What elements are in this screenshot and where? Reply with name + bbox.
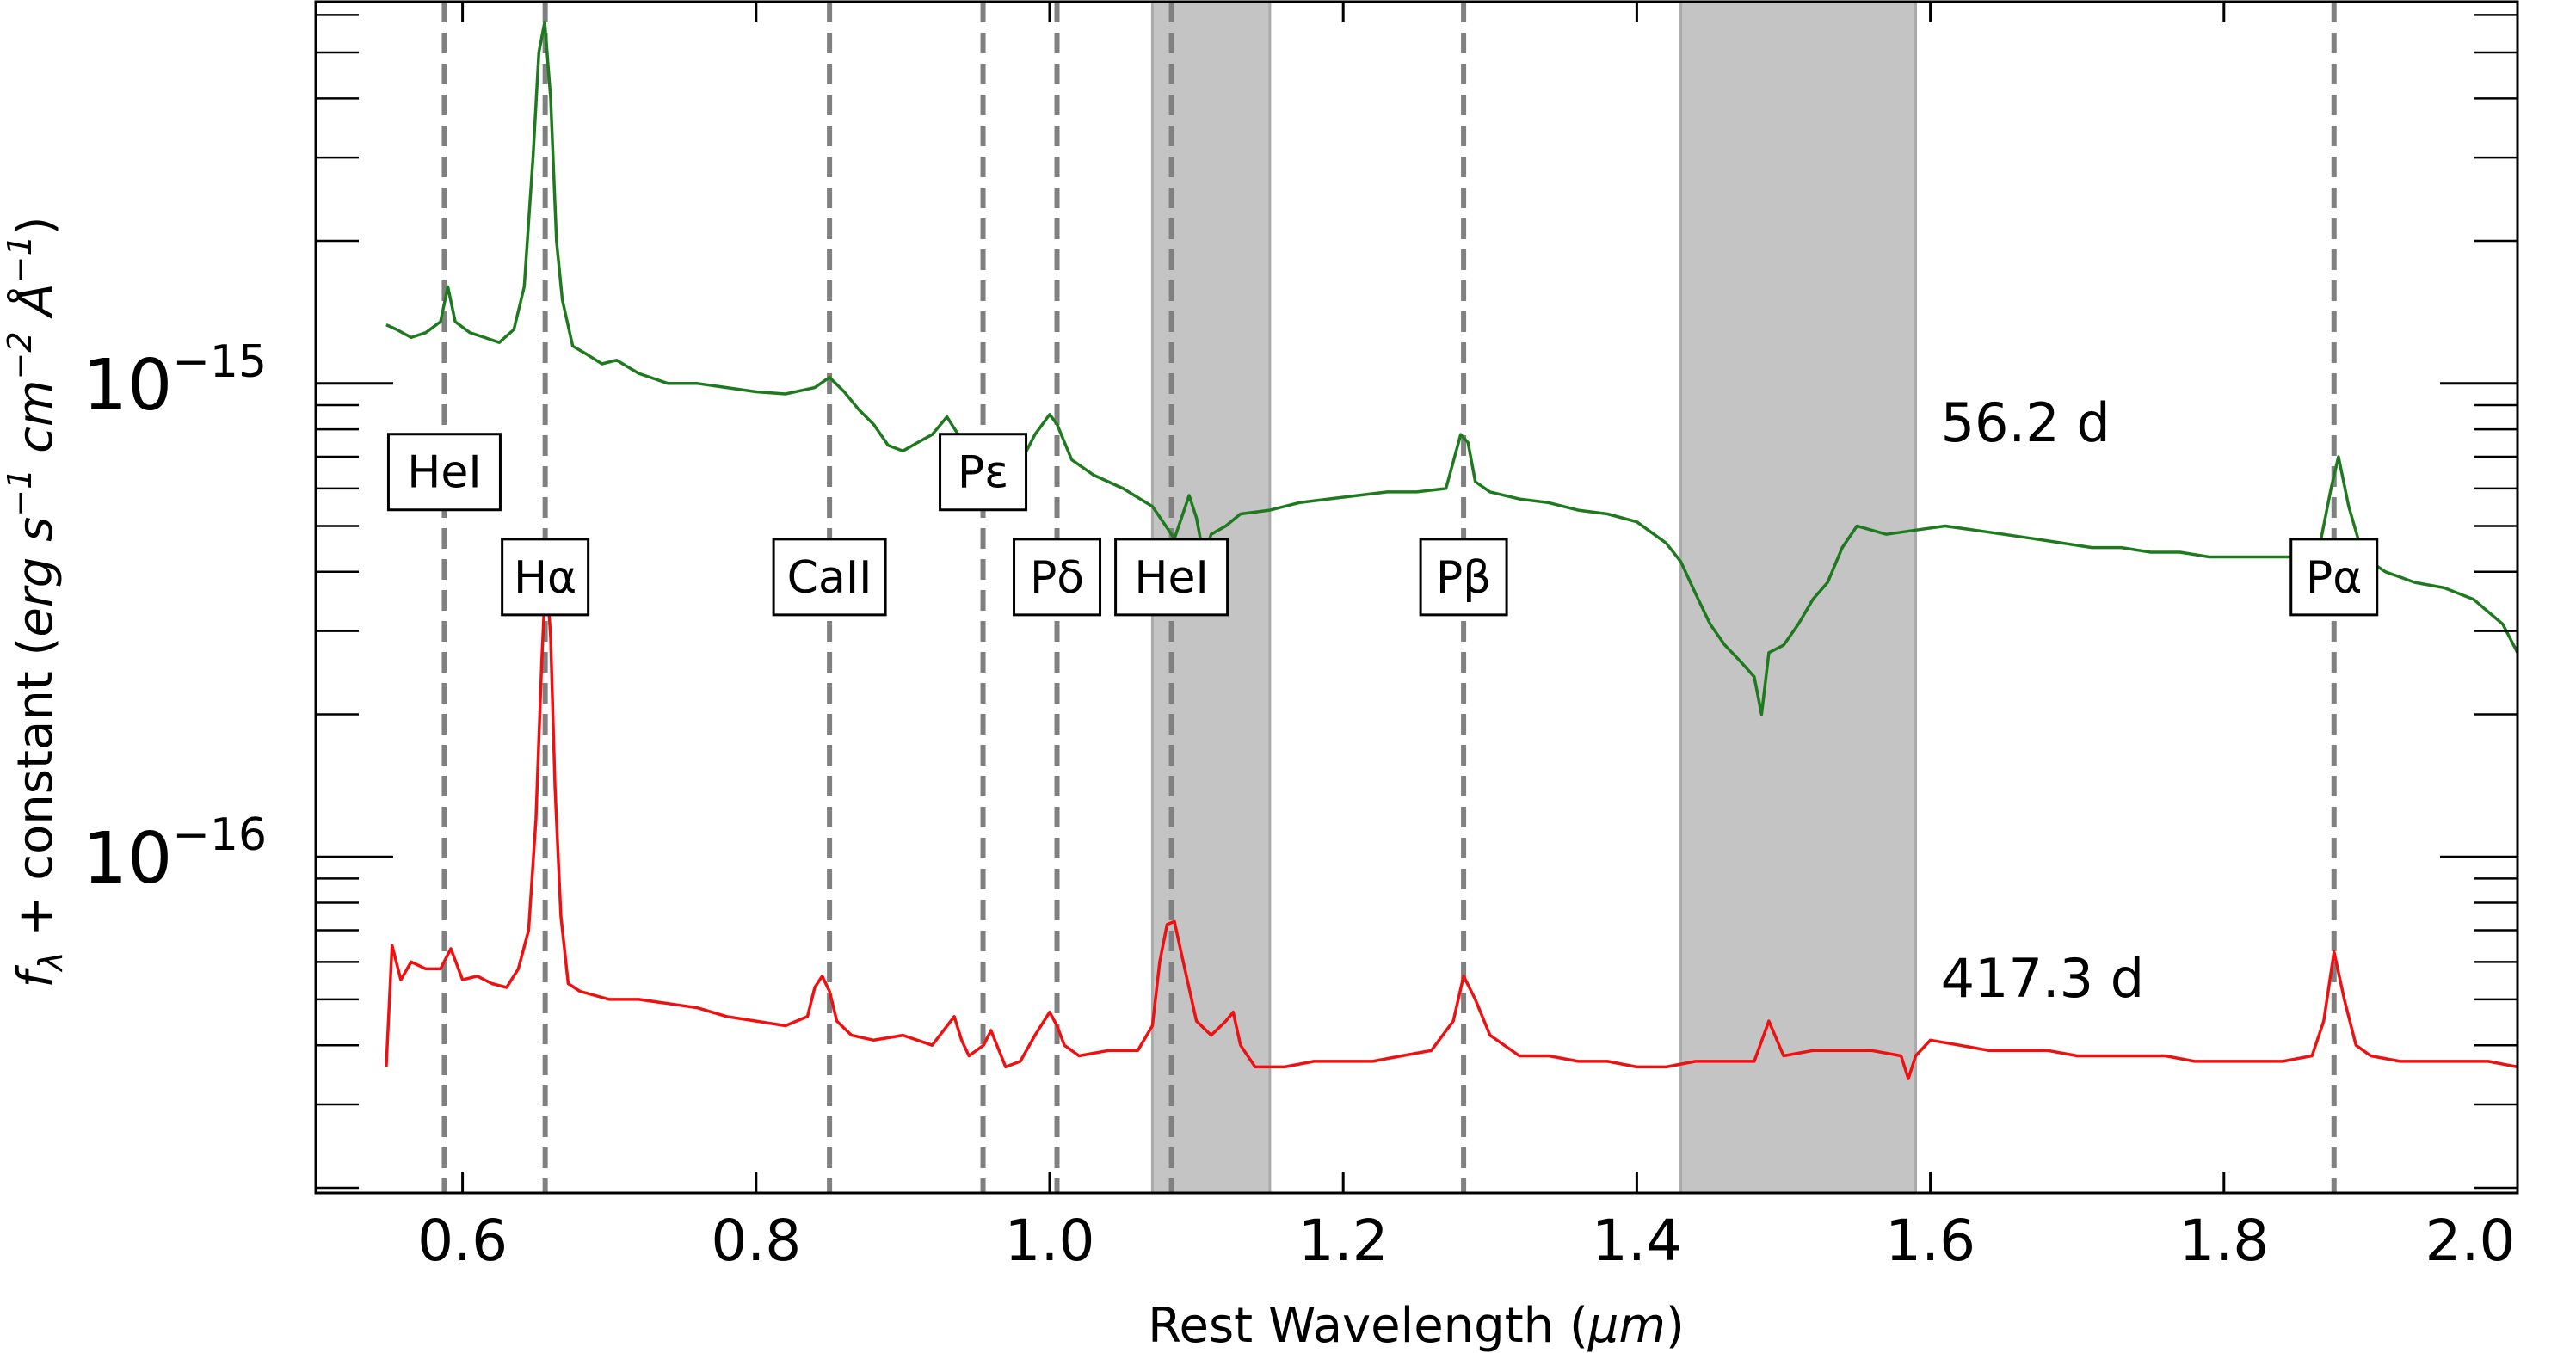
line-label: HeI — [407, 447, 481, 499]
x-axis-label-close: ) — [1666, 1298, 1685, 1353]
x-tick-label: 1.2 — [1298, 1208, 1389, 1274]
line-label: HeI — [1134, 552, 1208, 604]
line-label: Pδ — [1030, 552, 1084, 604]
y-axis-label-sub: λ — [32, 951, 70, 973]
y-axis-label-cm: cm — [8, 380, 64, 469]
y-axis-label-erg: erg s — [8, 517, 64, 637]
y-axis-label-exp1: −1 — [1, 469, 39, 517]
line-label: CaII — [787, 552, 872, 604]
x-axis-label-text: Rest Wavelength ( — [1148, 1298, 1588, 1353]
line-labels: HeI Hα CaII Pε Pδ HeI Pβ Pα — [386, 433, 2379, 617]
line-markers — [441, 2, 2337, 1193]
x-tick-label: 0.6 — [417, 1208, 508, 1274]
series-line — [385, 20, 2519, 716]
line-label-box — [386, 433, 502, 512]
line-label: Pβ — [1436, 552, 1492, 604]
x-tick-label: 1.4 — [1592, 1208, 1682, 1274]
line-label: Hα — [514, 552, 576, 604]
x-axis-label-unit: μm — [1587, 1298, 1666, 1353]
series-label: 417.3 d — [1941, 947, 2145, 1010]
plot-frame — [314, 0, 2519, 1195]
x-tick-label: 1.8 — [2179, 1208, 2269, 1274]
line-label-box — [772, 538, 887, 617]
y-axis-label-angstrom: Å — [7, 283, 64, 331]
line-label: Pε — [958, 447, 1008, 499]
telluric-band — [1679, 0, 1918, 1195]
line-label-box — [939, 433, 1028, 512]
spectrum-series: 56.2 d 417.3 d — [385, 20, 2519, 1080]
line-label-box — [1013, 538, 1102, 617]
series-label: 56.2 d — [1941, 391, 2111, 454]
y-axis-label-exp2: −2 — [1, 331, 39, 379]
series-line — [385, 565, 2518, 1080]
y-axis-label-close: ) — [8, 216, 64, 235]
x-tick-label: 0.8 — [711, 1208, 801, 1274]
line-label-box — [2289, 538, 2379, 617]
line-label-box — [1114, 538, 1229, 617]
telluric-bands — [1150, 0, 1918, 1195]
x-tick-label: 1.0 — [1005, 1208, 1095, 1274]
x-tick-label: 1.6 — [1885, 1208, 1975, 1274]
y-axis-label-exp3: −1 — [1, 235, 39, 283]
y-axis: 10−16 10−15 — [83, 14, 2517, 1190]
line-label: Pα — [2306, 552, 2363, 604]
y-tick-label: 10−16 — [83, 809, 267, 900]
y-tick-label: 10−15 — [83, 336, 267, 427]
y-axis-label-mid: + constant ( — [8, 637, 64, 952]
line-label-box — [501, 538, 590, 617]
x-axis: 0.6 0.8 1.0 1.2 1.4 1.6 1.8 2.0 — [417, 2, 2519, 1274]
x-tick-label: 2.0 — [2425, 1208, 2516, 1274]
y-axis-label: fλ + constant (erg s−1 cm−2 Å−1) — [1, 216, 70, 987]
line-label-box — [1419, 538, 1508, 617]
x-axis-label: Rest Wavelength (μm) — [1148, 1298, 1685, 1353]
